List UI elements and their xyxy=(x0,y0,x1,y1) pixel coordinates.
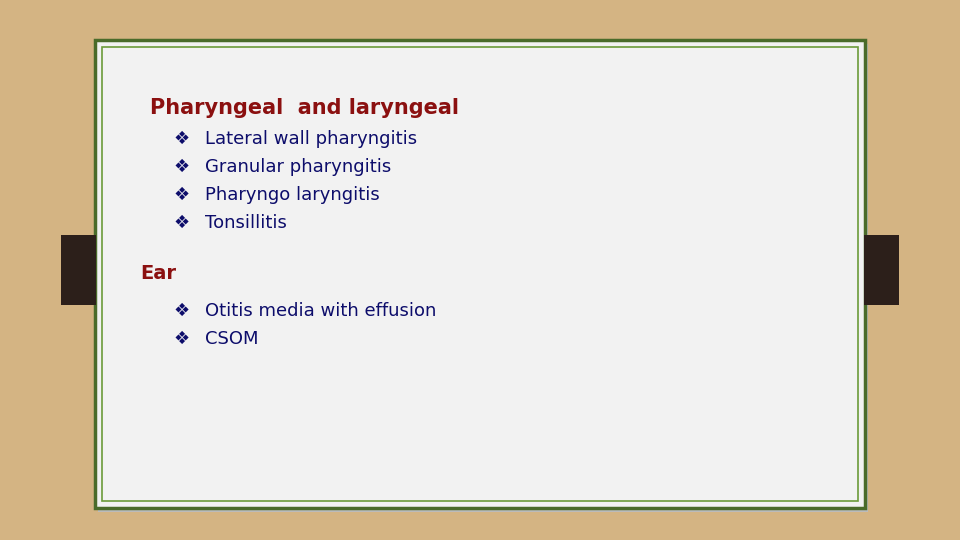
Text: Otitis media with effusion: Otitis media with effusion xyxy=(205,302,437,320)
FancyBboxPatch shape xyxy=(61,235,96,305)
FancyBboxPatch shape xyxy=(864,235,899,305)
Text: Tonsillitis: Tonsillitis xyxy=(205,214,287,232)
Text: ❖: ❖ xyxy=(174,330,190,348)
FancyBboxPatch shape xyxy=(95,40,865,508)
Text: ❖: ❖ xyxy=(174,130,190,148)
Text: Pharyngo laryngitis: Pharyngo laryngitis xyxy=(205,186,380,204)
Text: CSOM: CSOM xyxy=(205,330,258,348)
Text: Pharyngeal  and laryngeal: Pharyngeal and laryngeal xyxy=(150,98,459,118)
FancyBboxPatch shape xyxy=(98,44,868,512)
Text: Ear: Ear xyxy=(140,264,176,283)
Text: ❖: ❖ xyxy=(174,214,190,232)
Text: Lateral wall pharyngitis: Lateral wall pharyngitis xyxy=(205,130,418,148)
Text: ❖: ❖ xyxy=(174,158,190,176)
Text: ❖: ❖ xyxy=(174,186,190,204)
Text: ❖: ❖ xyxy=(174,302,190,320)
Text: Granular pharyngitis: Granular pharyngitis xyxy=(205,158,392,176)
